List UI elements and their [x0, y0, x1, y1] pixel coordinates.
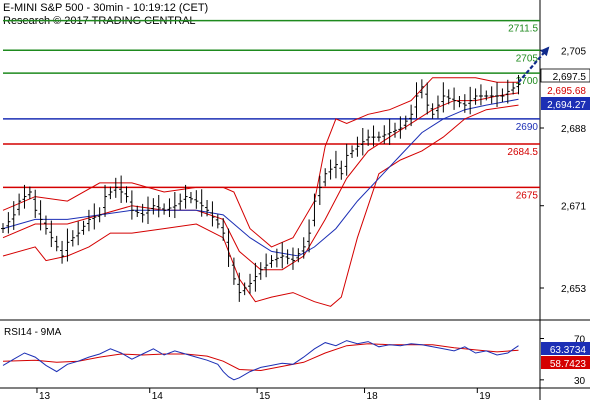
- y-tick-label: 2,653: [561, 284, 586, 295]
- level-label: 2675: [516, 190, 539, 201]
- rsi-y-tick-label: 30: [574, 376, 586, 387]
- rsi-title: RSI14 - 9MA: [4, 327, 62, 338]
- y-tick-label: 2,688: [561, 124, 586, 135]
- value-tag: [540, 68, 590, 83]
- level-label: 2705: [516, 53, 539, 64]
- y-tick-label: 2,705: [561, 46, 586, 57]
- chart-title: E-MINI S&P 500 - 30min - 10:19:12 (CET): [3, 2, 209, 14]
- x-tick-label: 14: [152, 391, 164, 400]
- x-tick-label: 19: [479, 391, 491, 400]
- value-tag-label: 2,697.5: [553, 72, 587, 83]
- moving-average-line: [2, 98, 519, 257]
- y-tick-label: 2,671: [561, 202, 586, 213]
- rsi-value-tag-label: 58.7423: [550, 359, 587, 370]
- level-label: 2684.5: [507, 147, 538, 158]
- forecast-arrowhead: [540, 46, 550, 57]
- level-label: 2690: [516, 122, 539, 133]
- x-tick-label: 15: [259, 391, 271, 400]
- bollinger-upper-line: [2, 77, 519, 248]
- value-tag-label: 2,695.68: [547, 86, 586, 97]
- rsi-ma-line: [2, 343, 519, 372]
- rsi-value-tag: [541, 342, 590, 355]
- x-tick-label: 13: [39, 391, 51, 400]
- rsi-line: [2, 340, 519, 381]
- rsi-value-tag: [541, 356, 590, 369]
- rsi-y-tick-label: 70: [574, 335, 586, 346]
- value-tag: [541, 97, 590, 110]
- value-tag-label: 2,694.27: [547, 100, 586, 111]
- rsi-value-tag-label: 63.3734: [550, 345, 587, 356]
- forecast-arrow-line: [517, 47, 549, 84]
- level-label: 2711.5: [508, 24, 538, 35]
- level-label: 2700: [516, 76, 539, 87]
- value-tag: [541, 83, 590, 96]
- bollinger-lower-line: [2, 104, 519, 307]
- x-tick-label: 18: [367, 391, 379, 400]
